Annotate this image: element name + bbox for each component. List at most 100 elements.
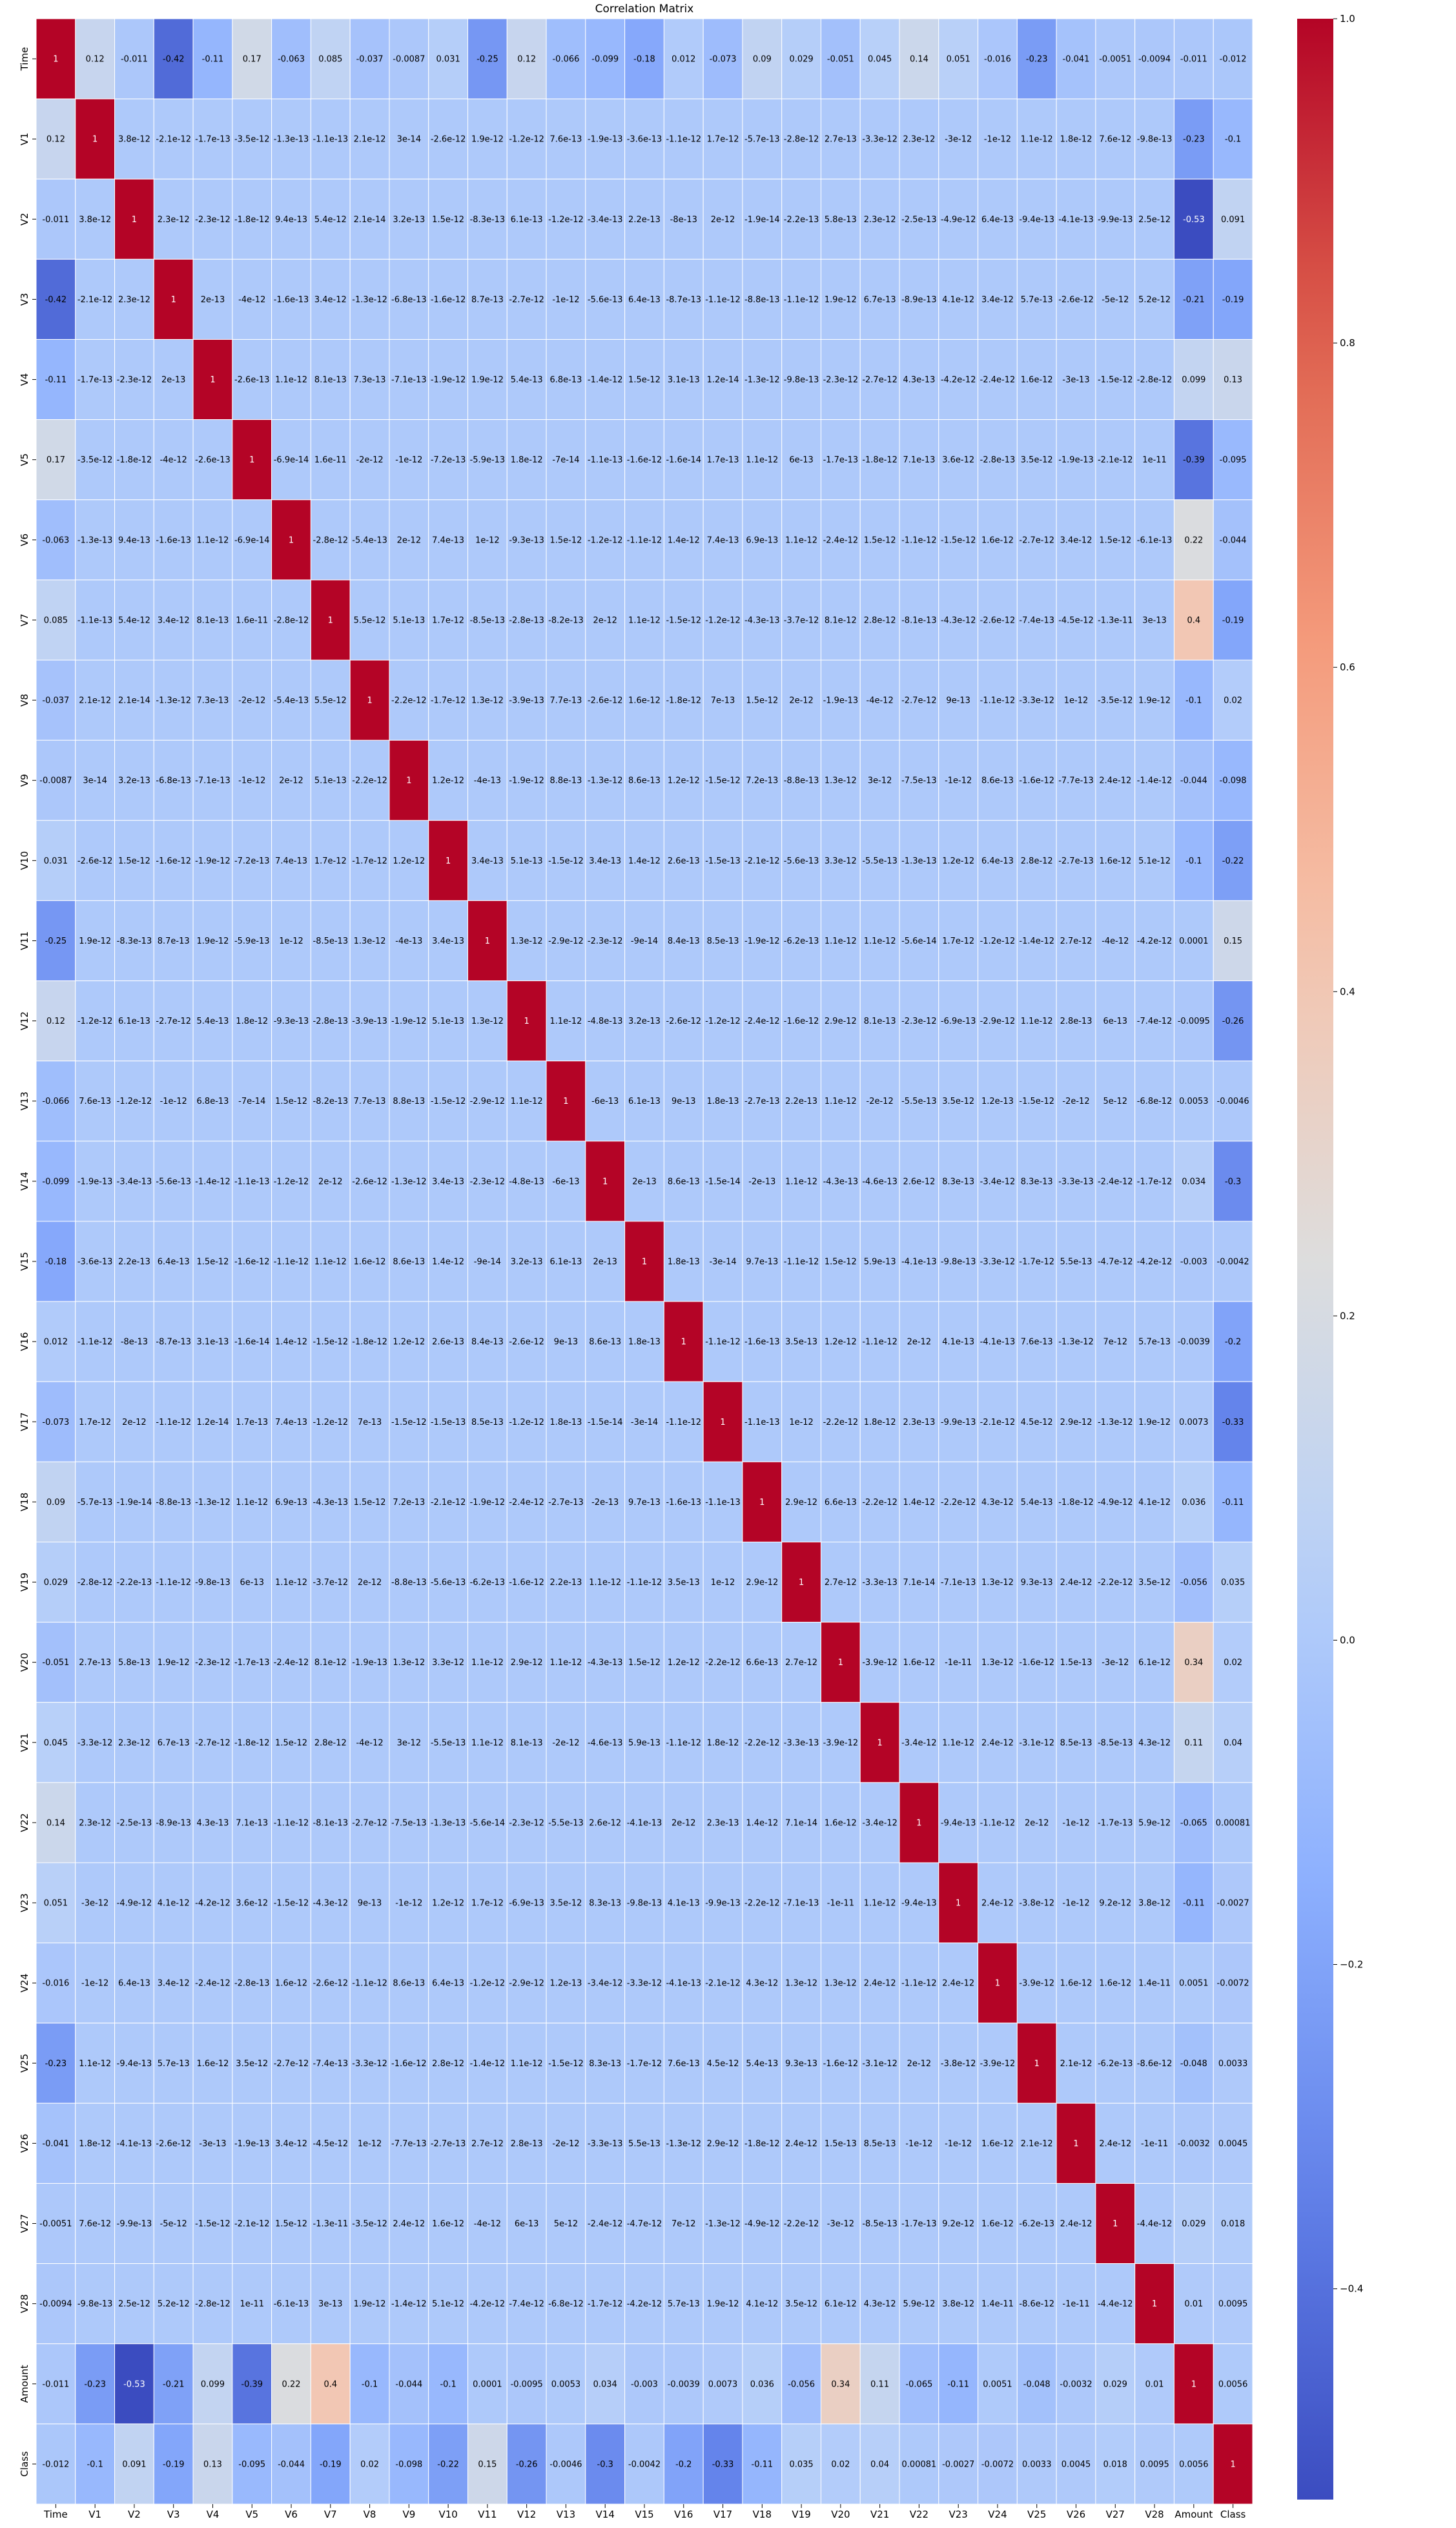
heatmap-cell	[742, 2423, 783, 2505]
cell-annotation: 1e-12	[358, 2139, 382, 2149]
cell-annotation: 0.029	[789, 55, 813, 65]
y-tick-label: Amount	[19, 2365, 30, 2403]
cell-annotation: -1.4e-12	[470, 2059, 506, 2069]
cell-annotation: -0.11	[947, 2379, 969, 2389]
cell-annotation: -1.2e-12	[980, 937, 1016, 946]
cell-annotation: -4.8e-13	[509, 1177, 544, 1186]
cell-annotation: 2e-12	[907, 2059, 932, 2069]
cell-annotation: -0.39	[241, 2379, 263, 2389]
cell-annotation: 1e-12	[475, 535, 500, 545]
cell-annotation: -4.2e-12	[627, 2299, 662, 2309]
cell-annotation: 1.2e-12	[825, 1338, 857, 1347]
cell-annotation: -0.1	[1185, 856, 1202, 866]
heatmap-cell	[1213, 98, 1253, 180]
heatmap-cell	[859, 659, 900, 741]
cell-annotation: -4.9e-12	[744, 2219, 780, 2229]
heatmap-cell	[1095, 820, 1136, 901]
heatmap-cell	[624, 1381, 664, 1462]
heatmap-cell	[859, 980, 900, 1062]
cell-annotation: 0.0051	[1179, 1979, 1209, 1989]
heatmap-cell	[232, 419, 272, 501]
cell-annotation: 1.9e-12	[471, 375, 504, 385]
heatmap-cell	[1173, 1301, 1214, 1382]
x-tick-label: V15	[635, 2509, 653, 2520]
cell-annotation: 7.6e-13	[549, 135, 582, 145]
heatmap-cell	[349, 2423, 390, 2505]
cell-annotation: -1.8e-12	[234, 215, 270, 225]
heatmap-cell	[938, 659, 979, 741]
heatmap-cell	[702, 1301, 743, 1382]
cell-annotation: -1.9e-14	[744, 215, 780, 225]
heatmap-cell	[702, 258, 743, 340]
cell-annotation: -8e-13	[121, 1338, 148, 1347]
cell-annotation: 1.7e-13	[236, 1418, 268, 1427]
cell-annotation: -0.051	[42, 1658, 69, 1668]
heatmap-cell	[506, 2343, 547, 2425]
cell-annotation: -2.9e-12	[980, 1017, 1016, 1026]
heatmap-cell	[899, 740, 939, 821]
cell-annotation: 1.3e-12	[511, 937, 543, 946]
heatmap-cell	[624, 900, 664, 982]
cell-annotation: 8.6e-13	[589, 1338, 621, 1347]
heatmap-cell	[1016, 740, 1057, 821]
heatmap-cell	[742, 419, 783, 501]
heatmap-cell	[1134, 178, 1174, 260]
cell-annotation: 1.2e-12	[393, 856, 425, 866]
cell-annotation: -2.2e-12	[941, 1498, 976, 1507]
heatmap-cell	[192, 980, 233, 1062]
cell-annotation: -0.048	[1180, 2059, 1207, 2069]
heatmap-cell	[702, 1862, 743, 1943]
cell-annotation: -2.1e-12	[156, 135, 191, 145]
heatmap-cell	[1095, 1221, 1136, 1302]
cell-annotation: 0.01	[1145, 2379, 1164, 2389]
cell-annotation: -1.3e-12	[195, 1498, 231, 1507]
heatmap-cell	[271, 579, 311, 661]
heatmap-cell	[702, 98, 743, 180]
cell-annotation: -7.2e-13	[234, 856, 270, 866]
cell-annotation: -0.0072	[1217, 1979, 1249, 1989]
heatmap-cell	[978, 2102, 1018, 2184]
colorbar: 1.00.80.60.40.20.0−0.2−0.4	[1297, 13, 1363, 2500]
cell-annotation: 6.9e-13	[275, 1498, 307, 1507]
cell-annotation: 3.6e-12	[942, 455, 974, 465]
heatmap-cell	[192, 579, 233, 661]
cell-annotation: 5.5e-12	[314, 696, 347, 706]
heatmap-cell	[702, 579, 743, 661]
heatmap-cell	[232, 1942, 272, 2024]
cell-annotation: 1.4e-11	[981, 2299, 1014, 2309]
cell-annotation: -0.23	[1183, 135, 1205, 145]
heatmap-cell	[781, 1301, 821, 1382]
heatmap-cell	[153, 1141, 194, 1222]
heatmap-cell	[702, 2182, 743, 2264]
cell-annotation: -1e-11	[827, 1899, 854, 1909]
heatmap-cell	[36, 740, 76, 821]
heatmap-cell	[781, 2102, 821, 2184]
cell-annotation: 1.6e-12	[197, 2059, 229, 2069]
y-tick-label: V24	[19, 1973, 30, 1992]
heatmap-cell	[546, 579, 586, 661]
cell-annotation: 0.085	[44, 616, 68, 625]
cell-annotation: 8.1e-13	[864, 1017, 896, 1026]
heatmap-cell	[506, 1541, 547, 1623]
heatmap-cell	[349, 1862, 390, 1943]
heatmap-cell	[36, 900, 76, 982]
x-tick-label: V8	[364, 2509, 376, 2520]
cell-annotation: 2.4e-12	[1099, 2139, 1131, 2149]
heatmap-cell	[349, 18, 390, 99]
cell-annotation: -7.1e-13	[941, 1578, 976, 1588]
cell-annotation: 0.02	[1224, 1658, 1242, 1668]
cell-annotation: 1.2e-13	[981, 1097, 1014, 1106]
heatmap-cell	[1173, 1141, 1214, 1222]
heatmap-cell	[271, 980, 311, 1062]
cell-annotation: -2.2e-12	[744, 1738, 780, 1748]
heatmap-cell	[1173, 18, 1214, 99]
heatmap-cell	[75, 1862, 116, 1943]
cell-annotation: -6.8e-13	[391, 295, 427, 305]
cell-annotation: -1.5e-12	[941, 535, 976, 545]
cell-annotation: -1.1e-12	[274, 1258, 309, 1267]
heatmap-cell	[232, 1461, 272, 1542]
cell-annotation: -2.7e-12	[1019, 535, 1054, 545]
heatmap-cell	[1134, 18, 1174, 99]
heatmap-cell	[1134, 339, 1174, 420]
heatmap-cell	[859, 1541, 900, 1623]
